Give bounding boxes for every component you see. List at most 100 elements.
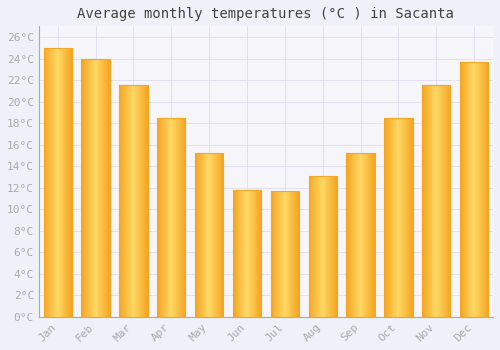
Bar (157, 118, 186, 317)
Bar (215, 153, 216, 317)
Bar (318, 176, 319, 317)
Bar (385, 118, 386, 317)
Bar (158, 118, 159, 317)
Bar (425, 85, 426, 317)
Bar (46, 48, 48, 317)
Bar (94, 58, 96, 317)
Bar (313, 176, 314, 317)
Bar (174, 118, 175, 317)
Bar (296, 191, 297, 317)
Bar (249, 190, 250, 317)
Bar (308, 176, 310, 317)
Bar (254, 190, 256, 317)
Bar (122, 85, 123, 317)
Bar (60, 48, 62, 317)
Bar (445, 85, 446, 317)
Bar (482, 62, 484, 317)
Bar (350, 153, 351, 317)
Bar (68, 48, 69, 317)
Bar (119, 85, 148, 317)
Bar (67, 48, 68, 317)
Bar (127, 85, 128, 317)
Bar (276, 191, 278, 317)
Bar (173, 118, 174, 317)
Bar (461, 62, 462, 317)
Bar (244, 190, 245, 317)
Bar (321, 176, 322, 317)
Bar (166, 118, 168, 317)
Bar (464, 62, 466, 317)
Bar (64, 48, 66, 317)
Bar (177, 118, 178, 317)
Bar (163, 118, 164, 317)
Bar (333, 176, 334, 317)
Bar (317, 176, 318, 317)
Bar (105, 58, 106, 317)
Bar (184, 118, 186, 317)
Bar (248, 190, 249, 317)
Bar (272, 191, 274, 317)
Bar (200, 153, 202, 317)
Bar (69, 48, 70, 317)
Bar (280, 191, 281, 317)
Bar (348, 153, 349, 317)
Bar (428, 85, 430, 317)
Bar (423, 85, 424, 317)
Bar (121, 85, 122, 317)
Bar (475, 62, 476, 317)
Bar (374, 153, 375, 317)
Bar (437, 85, 438, 317)
Bar (250, 190, 251, 317)
Bar (335, 176, 336, 317)
Bar (123, 85, 124, 317)
Bar (82, 58, 110, 317)
Bar (176, 118, 177, 317)
Bar (216, 153, 218, 317)
Bar (351, 153, 352, 317)
Bar (468, 62, 469, 317)
Bar (44, 48, 72, 317)
Bar (466, 62, 468, 317)
Bar (282, 191, 283, 317)
Bar (162, 118, 163, 317)
Bar (195, 153, 224, 317)
Bar (408, 118, 409, 317)
Bar (82, 58, 84, 317)
Bar (470, 62, 472, 317)
Bar (290, 191, 292, 317)
Bar (404, 118, 405, 317)
Bar (324, 176, 326, 317)
Bar (87, 58, 88, 317)
Bar (358, 153, 360, 317)
Bar (120, 85, 121, 317)
Bar (481, 62, 482, 317)
Bar (373, 153, 374, 317)
Bar (109, 58, 110, 317)
Bar (424, 85, 425, 317)
Bar (356, 153, 357, 317)
Bar (432, 85, 434, 317)
Bar (245, 190, 246, 317)
Bar (246, 190, 247, 317)
Bar (213, 153, 214, 317)
Bar (287, 191, 288, 317)
Bar (124, 85, 125, 317)
Bar (312, 176, 313, 317)
Bar (84, 58, 85, 317)
Bar (398, 118, 400, 317)
Bar (422, 85, 450, 317)
Bar (238, 190, 240, 317)
Bar (71, 48, 72, 317)
Bar (49, 48, 50, 317)
Bar (218, 153, 220, 317)
Bar (50, 48, 51, 317)
Bar (371, 153, 372, 317)
Bar (353, 153, 354, 317)
Bar (279, 191, 280, 317)
Bar (208, 153, 209, 317)
Bar (310, 176, 312, 317)
Bar (180, 118, 181, 317)
Bar (388, 118, 389, 317)
Bar (285, 191, 286, 317)
Bar (139, 85, 140, 317)
